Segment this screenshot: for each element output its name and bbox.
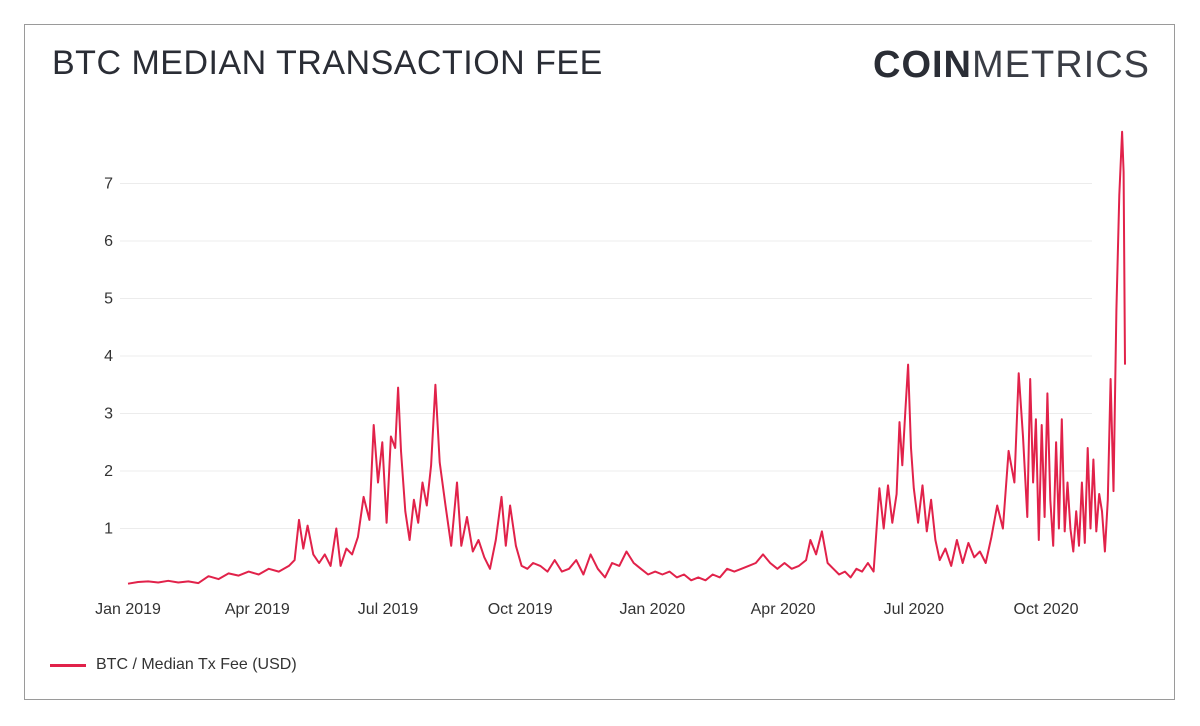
grid-lines [120,183,1092,529]
brand-logo-bold: COIN [873,44,972,86]
y-axis-ticks: 1 2 3 4 5 6 7 [104,176,113,538]
x-tick-label: Jul 2019 [358,601,419,618]
series-line-btc-median-tx-fee [127,130,1126,585]
x-tick-label: Jul 2020 [884,601,945,618]
x-tick-label: Apr 2019 [225,601,290,618]
y-tick-label: 3 [104,406,113,423]
y-tick-label: 1 [104,521,113,538]
legend: BTC / Median Tx Fee (USD) [50,656,297,674]
x-tick-label: Jan 2019 [95,601,161,618]
chart-title: BTC MEDIAN TRANSACTION FEE [52,44,603,82]
brand-logo-light: METRICS [972,44,1150,86]
legend-swatch [50,663,86,667]
y-tick-label: 2 [104,463,113,480]
x-tick-label: Oct 2019 [488,601,553,618]
x-tick-label: Oct 2020 [1014,601,1079,618]
brand-logo: COINMETRICS [873,44,1150,87]
y-tick-label: 6 [104,233,113,250]
x-tick-label: Jan 2020 [619,601,685,618]
x-tick-label: Apr 2020 [751,601,816,618]
y-tick-label: 5 [104,291,113,308]
y-tick-label: 4 [104,348,113,365]
x-axis-ticks: Jan 2019 Apr 2019 Jul 2019 Oct 2019 Jan 2020… [95,601,1078,618]
y-tick-label: 7 [104,176,113,193]
chart-frame [24,24,1175,700]
legend-label: BTC / Median Tx Fee (USD) [96,656,297,673]
